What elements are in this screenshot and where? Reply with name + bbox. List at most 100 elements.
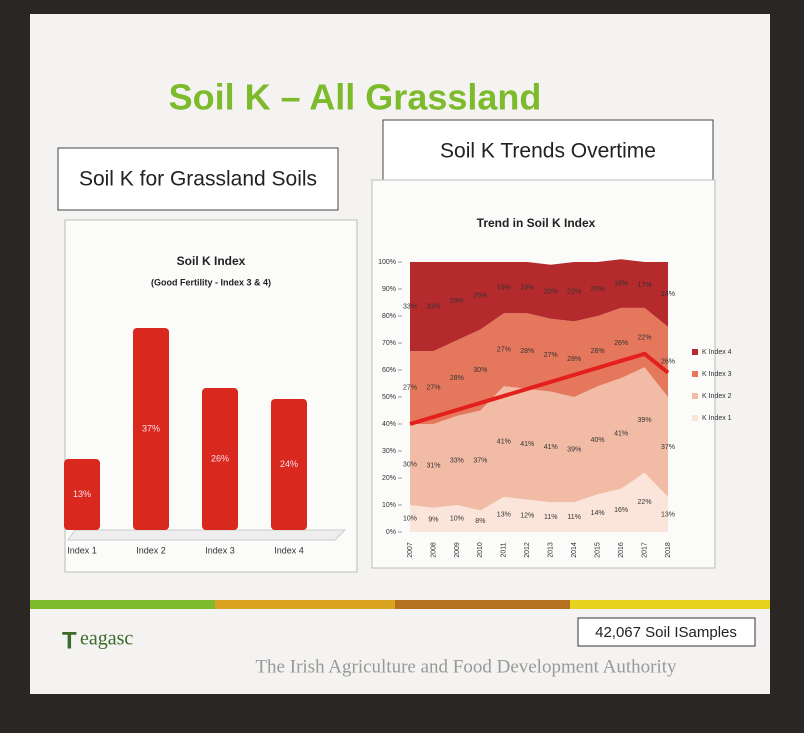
area: [410, 472, 668, 532]
legend-label: K Index 1: [702, 415, 732, 422]
stripe: [570, 600, 770, 609]
value-label: 14%: [591, 510, 605, 517]
value-label: 41%: [520, 441, 534, 448]
left-heading: Soil K for Grassland Soils: [79, 168, 317, 191]
x-tick-label: Index 4: [274, 545, 304, 555]
legend-label: K Index 4: [702, 349, 732, 356]
value-label: 31%: [426, 463, 440, 470]
chart-title: Trend in Soil K Index: [477, 216, 596, 230]
value-label: 12%: [520, 513, 534, 520]
value-label: 25%: [473, 293, 487, 300]
value-label: 40%: [591, 437, 605, 444]
value-label: 20%: [544, 289, 558, 296]
samples: 42,067 Soil ISamples: [595, 624, 737, 641]
area: [410, 307, 668, 424]
value-label: 33%: [426, 303, 440, 310]
value-label: 24%: [661, 291, 675, 298]
trend-line: [409, 351, 670, 426]
value-label: 41%: [544, 444, 558, 451]
legend-label: K Index 3: [702, 371, 732, 378]
value-label: 11%: [544, 514, 558, 521]
floor: [67, 529, 347, 541]
value-label: 10%: [450, 515, 464, 522]
value-label: 26%: [591, 348, 605, 355]
value-label: 22%: [638, 334, 652, 341]
value-label: 37%: [142, 423, 160, 433]
value-label: 9%: [428, 517, 438, 524]
value-label: 41%: [614, 430, 628, 437]
x-tick-label: 2015: [594, 542, 601, 558]
value-label: 30%: [403, 461, 417, 468]
x-tick-label: Index 1: [67, 545, 97, 555]
authority: The Irish Agriculture and Food Developme…: [255, 656, 677, 677]
y-tick-label: 90%: [382, 286, 396, 293]
value-label: 33%: [403, 303, 417, 310]
area: [410, 259, 668, 352]
value-label: 24%: [280, 459, 298, 469]
value-label: 26%: [661, 359, 675, 366]
value-label: 41%: [497, 438, 511, 445]
value-label: 37%: [661, 444, 675, 451]
value-label: 33%: [450, 457, 464, 464]
value-label: 13%: [661, 511, 675, 518]
heading-box: [57, 147, 339, 211]
value-label: 27%: [426, 384, 440, 391]
x-tick-label: 2014: [571, 542, 578, 558]
logo: eagasc: [80, 628, 133, 650]
y-tick-label: 70%: [382, 340, 396, 347]
y-tick-label: 30%: [382, 448, 396, 455]
y-tick-label: 60%: [382, 367, 396, 374]
legend-label: K Index 2: [702, 393, 732, 400]
value-label: 28%: [567, 356, 581, 363]
y-tick-label: 80%: [382, 313, 396, 320]
x-tick-label: Index 3: [205, 545, 235, 555]
value-label: 39%: [638, 417, 652, 424]
y-tick-label: 10%: [382, 502, 396, 509]
area: [410, 367, 668, 511]
value-label: 26%: [614, 340, 628, 347]
value-label: 16%: [614, 507, 628, 514]
y-tick-label: 0%: [386, 529, 396, 536]
x-tick-label: 2009: [454, 542, 461, 558]
value-label: 30%: [473, 367, 487, 374]
x-tick-label: 2013: [548, 542, 555, 558]
value-label: 22%: [567, 289, 581, 296]
value-label: 19%: [497, 284, 511, 291]
value-label: 26%: [211, 453, 229, 463]
value-label: 39%: [567, 446, 581, 453]
bar: [271, 398, 307, 530]
bar: [64, 459, 100, 530]
heading-box: [382, 119, 714, 185]
value-label: 29%: [450, 298, 464, 305]
value-label: 20%: [591, 286, 605, 293]
y-tick-label: 20%: [382, 475, 396, 482]
x-tick-label: 2011: [501, 542, 508, 557]
chart-title: Soil K Index: [177, 254, 246, 268]
bar: [202, 388, 238, 530]
legend-swatch: [692, 415, 698, 421]
value-label: 10%: [403, 515, 417, 522]
y-tick-label: 40%: [382, 421, 396, 428]
value-label: 13%: [497, 511, 511, 518]
bar: [133, 328, 169, 530]
samples-box: [577, 617, 756, 647]
chart-subtitle: (Good Fertility - Index 3 & 4): [151, 277, 271, 287]
slide-title: Soil K – All Grassland: [169, 77, 542, 118]
y-tick-label: 100%: [378, 259, 396, 266]
legend-swatch: [692, 371, 698, 377]
value-label: 17%: [638, 282, 652, 289]
value-label: 22%: [638, 499, 652, 506]
right-heading: Soil K Trends Overtime: [440, 140, 656, 163]
stripe: [30, 600, 215, 609]
x-tick-label: 2010: [477, 542, 484, 558]
x-tick-label: 2016: [618, 542, 625, 558]
value-label: 27%: [497, 347, 511, 354]
value-label: 27%: [544, 352, 558, 359]
legend-swatch: [692, 393, 698, 399]
value-label: 13%: [73, 489, 91, 499]
value-label: 18%: [614, 280, 628, 287]
value-label: 28%: [450, 375, 464, 382]
x-tick-label: 2017: [641, 542, 648, 558]
value-label: 37%: [473, 457, 487, 464]
